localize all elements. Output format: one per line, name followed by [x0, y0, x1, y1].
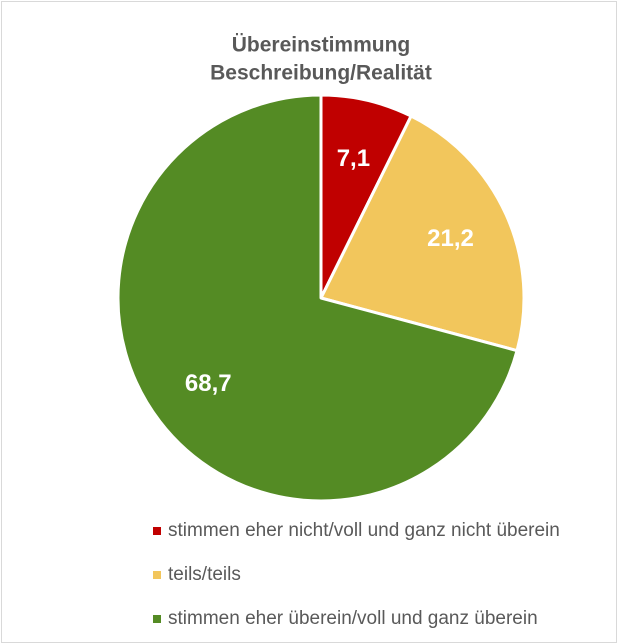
data-label: 21,2 [427, 225, 474, 252]
pie-slice [319, 114, 526, 353]
legend-marker [153, 615, 161, 623]
legend-marker [153, 571, 161, 579]
chart-title: Beschreibung/Realität [210, 62, 432, 85]
legend-label: stimmen eher überein/voll und ganz übere… [168, 608, 538, 629]
data-label: 7,1 [337, 145, 370, 172]
legend-label: stimmen eher nicht/voll und ganz nicht ü… [168, 520, 560, 541]
pie-slice [116, 93, 519, 503]
chart-title: Übereinstimmung [232, 34, 411, 57]
data-label: 68,7 [185, 370, 232, 397]
legend-marker [153, 527, 161, 535]
legend-label: teils/teils [168, 564, 241, 585]
